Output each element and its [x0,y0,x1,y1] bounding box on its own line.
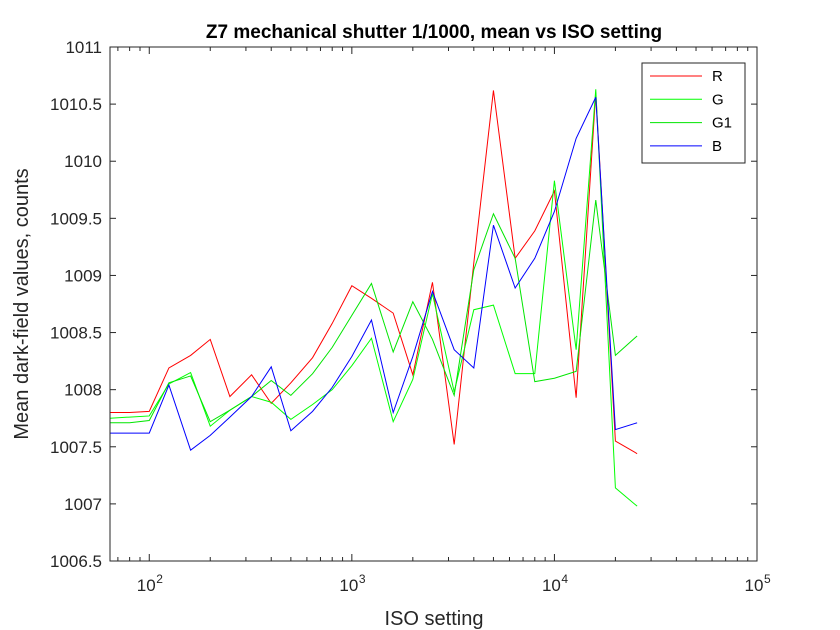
x-tick-label: 10 [542,576,561,595]
series-layer [109,89,638,507]
legend: RG G1 B [641,62,746,164]
legend-label-r: R [712,68,723,85]
y-tick-label: 1008.5 [50,324,102,343]
x-tick-label: 10 [339,576,358,595]
legend-label-b: B [712,138,722,155]
x-tick-label-exponent: 2 [156,572,163,586]
y-tick-label: 1010.5 [50,95,102,114]
x-axis-label: ISO setting [385,608,484,630]
legend-label-g1: G1 [712,115,732,132]
y-tick-label: 1009.5 [50,209,102,228]
y-tick-label: 1006.5 [50,552,102,571]
series-line-g1 [110,199,638,424]
series-line-r [110,90,638,455]
y-tick-label: 1008 [64,381,102,400]
x-tick-label: 10 [745,576,764,595]
legend-box [641,62,746,164]
series-line-b [110,97,638,452]
x-tick-label: 10 [137,576,156,595]
legend-label-g: G [712,91,724,108]
y-tick-label: 1009 [64,266,102,285]
x-tick-label-exponent: 3 [359,572,366,586]
y-tick-label: 1010 [64,152,102,171]
y-tick-label: 1007 [64,495,102,514]
y-tick-label: 1007.5 [50,438,102,457]
y-ticks: 1006.5 1007 1007.5 1008 1008.5 1009 1009.5 1010… [50,38,757,571]
x-ticks: 10 2 10 3 10 4 10 5 [117,47,771,595]
x-tick-label-exponent: 5 [764,572,771,586]
plot-frame [109,46,758,562]
y-tick-label: 1011 [65,38,102,57]
y-axis-label: Mean dark-field values, counts [11,168,33,439]
x-tick-label-exponent: 4 [561,572,568,586]
chart-title: Z7 mechanical shutter 1/1000, mean vs IS… [206,22,662,43]
